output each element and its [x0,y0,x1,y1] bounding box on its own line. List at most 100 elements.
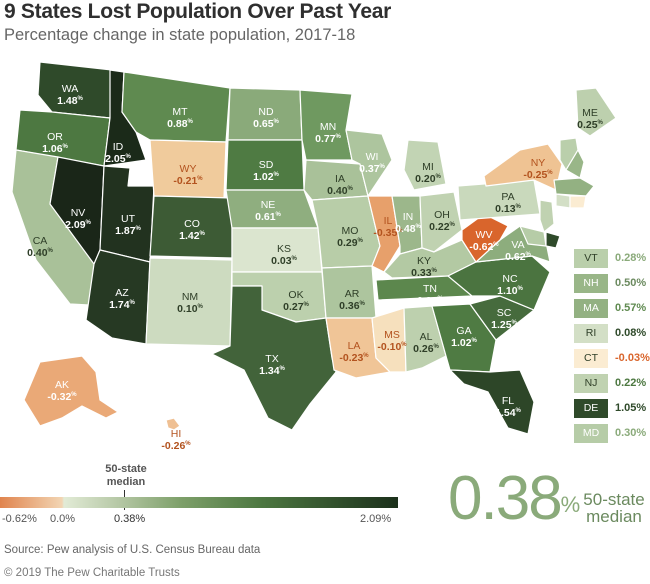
state-value-mi: 0.20% [415,173,441,185]
small-state-row-ma: MA 0.57% [574,299,650,318]
state-label-ar: AR [345,288,360,300]
small-state-value: 0.30% [615,427,647,439]
state-value-wy: -0.21% [173,175,203,187]
state-label-az: AZ [115,287,129,299]
state-value-nv: 2.09% [65,219,91,231]
state-label-ut: UT [121,213,136,225]
state-label-ok: OK [288,289,303,301]
state-value-ky: 0.33% [411,267,437,279]
state-value-va: 0.62% [505,251,531,263]
small-state-value: 0.50% [615,277,647,289]
state-md [519,225,547,247]
state-value-tn: 0.91% [417,295,443,307]
median-percent-sign: % [560,492,581,517]
state-label-mt: MT [172,106,188,118]
state-label-va: VA [511,239,524,251]
state-label-ne: NE [261,199,276,211]
state-label-nd: ND [258,106,274,118]
state-value-fl: 1.54% [495,407,521,419]
small-state-abbr: VT [574,249,608,268]
small-state-abbr: NH [574,274,608,293]
small-state-row-ri: RI 0.08% [574,324,650,343]
state-ak [23,355,119,427]
state-mi [403,139,447,191]
state-label-ny: NY [531,157,546,169]
state-value-wa: 1.48% [57,95,83,107]
median-label: 50-state median [583,490,645,526]
small-state-abbr: MD [574,424,608,443]
small-state-abbr: DE [574,399,608,418]
state-label-tn: TN [423,283,437,295]
state-value-tx: 1.34% [259,365,285,377]
state-label-me: ME [582,107,598,119]
small-state-row-de: DE 1.05% [574,399,650,418]
state-value-ms: -0.10% [377,341,407,353]
state-value-pa: 0.13% [495,203,521,215]
state-label-ca: CA [33,235,48,247]
state-value-in: 0.48% [395,223,421,235]
state-label-wi: WI [366,151,379,163]
small-state-row-vt: VT 0.28% [574,249,650,268]
state-label-ak: AK [55,379,69,391]
state-ms [371,307,407,373]
state-label-ia: IA [335,173,345,185]
state-label-nc: NC [502,273,518,285]
state-label-fl: FL [502,395,514,407]
small-state-row-nh: NH 0.50% [574,274,650,293]
state-label-or: OR [47,131,63,143]
small-state-value: 0.08% [615,327,647,339]
legend-zero-label: 0.0% [50,513,76,525]
state-value-ne: 0.61% [255,211,281,223]
state-label-tx: TX [265,353,278,365]
state-label-al: AL [420,331,433,343]
legend-median-caption: 50-state median [105,463,147,488]
state-value-nm: 0.10% [177,303,203,315]
state-label-la: LA [348,340,361,352]
small-state-row-ct: CT -0.03% [574,349,650,368]
state-value-id: 2.05% [105,153,131,165]
state-value-ga: 1.02% [451,337,477,349]
state-ri [555,193,571,209]
state-value-hi: -0.26% [161,440,191,452]
state-value-az: 1.74% [109,299,135,311]
state-label-wv: WV [476,229,493,241]
chart-title: 9 States Lost Population Over Past Year [4,0,392,23]
state-label-wa: WA [62,83,79,95]
state-value-la: -0.23% [339,352,369,364]
state-value-ok: 0.27% [283,301,309,313]
state-value-oh: 0.22% [429,221,455,233]
state-value-nd: 0.65% [253,118,279,130]
state-me [575,87,617,137]
small-state-value: -0.03% [615,352,650,364]
state-fl [449,369,535,435]
state-nj [539,199,555,233]
state-label-in: IN [403,211,414,223]
state-value-ar: 0.36% [339,300,365,312]
state-label-wy: WY [180,163,197,175]
state-label-oh: OH [434,209,450,221]
state-value-wv: -0.62% [469,241,499,253]
state-label-nm: NM [182,291,198,303]
state-value-ca: 0.40% [27,247,53,259]
state-label-mo: MO [342,225,359,237]
state-value-mt: 0.88% [167,118,193,130]
state-value-mo: 0.29% [337,237,363,249]
small-state-row-md: MD 0.30% [574,424,650,443]
legend-color-bar [0,497,398,508]
state-nh [565,149,585,179]
small-state-abbr: CT [574,349,608,368]
state-label-mn: MN [320,121,336,133]
state-value-co: 1.42% [179,230,205,242]
copyright: © 2019 The Pew Charitable Trusts [4,567,180,579]
state-de [545,231,561,249]
small-state-value: 0.22% [615,377,647,389]
state-value-ia: 0.40% [327,185,353,197]
legend-max-label: 2.09% [360,513,392,525]
small-state-abbr: NJ [574,374,608,393]
state-tx [211,285,337,431]
state-value-mn: 0.77% [315,133,341,145]
legend-min-label: -0.62% [2,513,37,525]
median-number: 0.38 [448,464,563,533]
state-label-pa: PA [501,191,514,203]
state-ct [569,195,587,209]
